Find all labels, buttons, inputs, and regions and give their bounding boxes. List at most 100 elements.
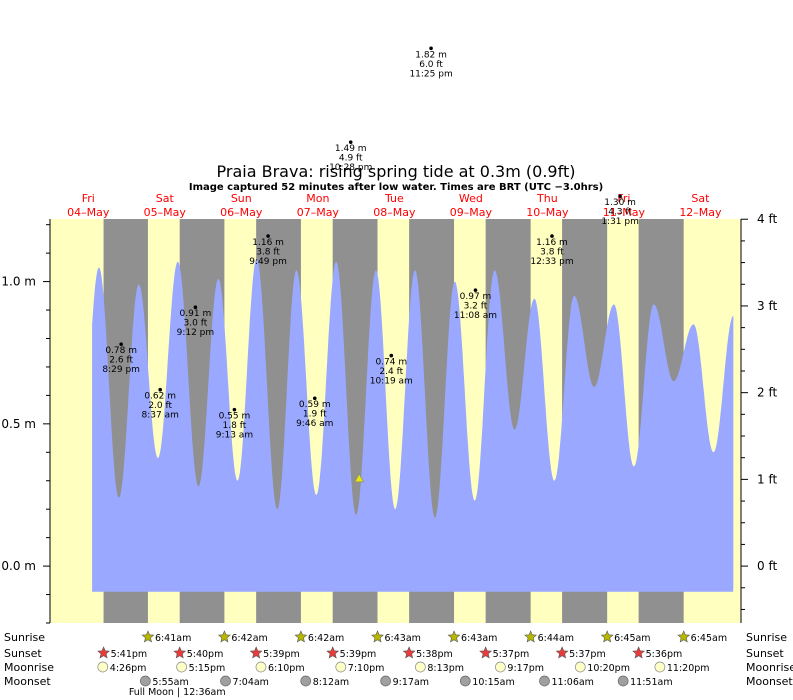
day-name: Thu	[536, 192, 558, 205]
tide-extreme-point	[550, 234, 554, 238]
moonrise-time: 5:15pm	[189, 663, 226, 674]
row-label-left: Moonrise	[4, 661, 54, 674]
moonset-time: 7:04am	[233, 677, 269, 688]
row-label-right: Sunrise	[746, 631, 787, 644]
sunrise-star-icon	[294, 630, 308, 643]
sunset-star-icon	[402, 646, 416, 659]
sunset-star-icon	[479, 646, 493, 659]
tide-annotation-line: 1:31 pm	[601, 217, 639, 227]
moonset-time: 9:17am	[393, 677, 429, 688]
tide-annotation-line: 0.62 m	[144, 392, 176, 402]
right-tick-label: 4 ft	[757, 212, 777, 226]
moonset-time: 10:15am	[472, 677, 514, 688]
tide-annotation-line: 2.4 ft	[379, 367, 403, 377]
tide-annotation-line: 1.16 m	[536, 238, 568, 248]
moonset-moon-icon	[617, 675, 629, 687]
moonset-moon-icon	[300, 675, 312, 687]
sunset-star-icon	[97, 646, 111, 659]
tide-extreme-point	[473, 288, 478, 292]
moonrise-moon-icon	[335, 661, 347, 673]
sunrise-star-icon	[371, 630, 384, 643]
tide-extreme-point	[158, 387, 162, 392]
moonset-moon-icon	[539, 675, 550, 687]
row-label-right: Moonrise	[746, 661, 793, 674]
day-date: 05–May	[144, 206, 187, 219]
right-tick-label: 0 ft	[757, 559, 777, 573]
sunset-time: 5:37pm	[569, 649, 606, 660]
sunrise-star-icon	[677, 630, 691, 643]
tide-annotation-line: 0.91 m	[180, 309, 212, 319]
moonrise-moon-icon	[176, 661, 187, 673]
left-tick-label: 0.0 m	[1, 559, 36, 573]
tide-annotation-line: 9:46 am	[296, 419, 333, 429]
sunset-star-icon	[555, 646, 569, 659]
sunset-star-icon	[249, 646, 263, 659]
tide-annotation-line: 8:29 pm	[102, 365, 140, 375]
moonset-time: 11:51am	[630, 677, 672, 688]
tide-annotation-line: 4.9 ft	[339, 154, 363, 164]
sunrise-time: 6:43am	[461, 633, 497, 644]
row-label-left: Sunrise	[4, 631, 45, 644]
day-date: 11–May	[603, 206, 646, 219]
sunrise-time: 6:45am	[691, 633, 727, 644]
tide-extreme-point	[312, 396, 317, 401]
tide-annotation-line: 11:25 pm	[409, 69, 452, 79]
sunrise-time: 6:41am	[155, 633, 191, 644]
day-date: 10–May	[526, 206, 569, 219]
moonrise-time: 9:17pm	[507, 663, 544, 674]
tide-extreme-point	[618, 194, 622, 199]
tide-annotation-line: 9:13 am	[216, 431, 253, 441]
left-tick-label: 0.5 m	[1, 417, 36, 431]
right-tick-label: 1 ft	[757, 472, 777, 486]
moonset-moon-icon	[139, 675, 151, 687]
sunset-time: 5:39pm	[340, 649, 377, 660]
day-date: 06–May	[220, 206, 263, 219]
tide-annotation-line: 0.59 m	[299, 400, 331, 410]
tide-annotation-line: 1.49 m	[335, 144, 367, 154]
tide-annotation-line: 6.0 ft	[419, 60, 443, 70]
chart-subtitle: Image captured 52 minutes after low wate…	[189, 182, 603, 193]
day-name: Sun	[231, 192, 252, 205]
chart-title: Praia Brava: rising spring tide at 0.3m …	[217, 162, 576, 181]
moonrise-time: 11:20pm	[667, 663, 710, 674]
row-label-right: Moonset	[746, 675, 793, 688]
tide-annotation-line: 0.97 m	[460, 292, 492, 302]
tide-annotation-line: 3.8 ft	[540, 248, 564, 258]
day-name: Tue	[384, 192, 404, 205]
moonrise-moon-icon	[415, 661, 426, 673]
moonrise-time: 6:10pm	[268, 663, 305, 674]
tide-annotation-line: 11:08 am	[454, 311, 497, 321]
moonrise-moon-icon	[495, 661, 506, 673]
row-label-left: Moonset	[4, 675, 51, 688]
tide-annotation-line: 4.3 ft	[608, 208, 632, 218]
day-date: 04–May	[67, 206, 110, 219]
day-date: 12–May	[679, 206, 722, 219]
tide-annotation-line: 0.55 m	[219, 412, 251, 422]
sunrise-star-icon	[524, 630, 538, 643]
moonrise-moon-icon	[97, 661, 109, 673]
tide-extreme-point	[389, 353, 394, 358]
tide-annotation-line: 12:33 pm	[530, 257, 573, 267]
sunrise-time: 6:45am	[614, 633, 650, 644]
left-tick-label: 1.0 m	[1, 275, 36, 289]
tide-annotations: 0.78 m2.6 ft8:29 pm 0.62 m2.0 ft8:37 am 0.…	[102, 46, 639, 483]
moon-phase-label: Full Moon | 12:36am	[129, 687, 226, 698]
day-date: 08–May	[373, 206, 416, 219]
tide-extreme-point	[232, 407, 237, 412]
tide-annotation-line: 9:49 pm	[249, 257, 287, 267]
sunset-star-icon	[326, 646, 340, 659]
tide-extreme-point	[119, 342, 123, 346]
tide-annotation-line: 0.78 m	[105, 346, 137, 356]
day-name: Mon	[306, 192, 329, 205]
tide-annotation-line: 3.2 ft	[464, 302, 488, 312]
day-name: Sat	[691, 192, 710, 205]
sunrise-time: 6:44am	[538, 633, 574, 644]
moonset-moon-icon	[459, 675, 471, 687]
tide-area	[92, 258, 734, 592]
row-label-right: Sunset	[746, 647, 784, 660]
right-tick-label: 3 ft	[757, 299, 777, 313]
day-name: Sat	[156, 192, 175, 205]
sunset-time: 5:36pm	[646, 649, 683, 660]
